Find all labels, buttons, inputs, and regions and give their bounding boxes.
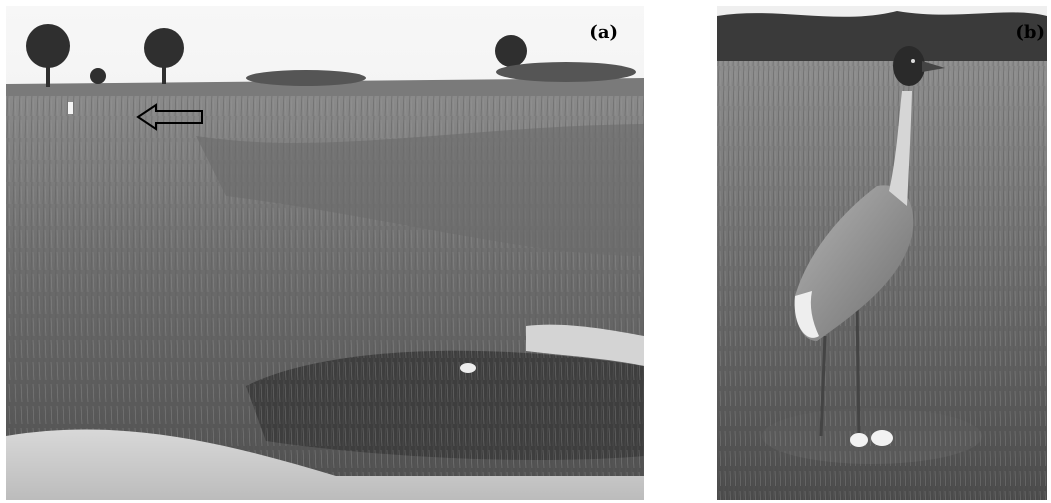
distant-crane	[68, 102, 73, 114]
crane-photo	[717, 6, 1047, 500]
wetland-photo	[6, 6, 644, 500]
crane	[794, 46, 945, 439]
panel-label-b: (b)	[1015, 22, 1045, 43]
egg	[850, 433, 868, 447]
tree-line	[6, 24, 644, 100]
photo-panel-a: (a)	[6, 6, 644, 500]
egg	[460, 363, 476, 373]
photo-panel-b: (b)	[717, 6, 1047, 500]
panel-label-a: (a)	[589, 22, 618, 43]
tree-line	[717, 11, 1047, 66]
arrow-icon	[136, 103, 203, 131]
egg	[871, 430, 893, 446]
